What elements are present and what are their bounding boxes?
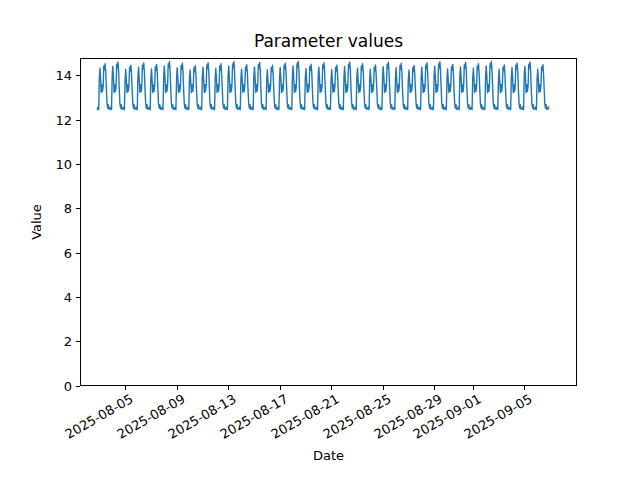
x-tick-mark — [434, 386, 435, 390]
y-tick-label: 2 — [32, 335, 72, 348]
figure: Parameter values 02468101214 2025-08-052… — [0, 0, 640, 480]
y-tick-mark — [76, 253, 80, 254]
x-tick-mark — [228, 386, 229, 390]
y-tick-mark — [76, 75, 80, 76]
x-tick-mark — [177, 386, 178, 390]
y-axis-label: Value — [29, 204, 44, 240]
plot-area — [80, 58, 577, 386]
y-tick-mark — [76, 341, 80, 342]
y-tick-label: 6 — [32, 247, 72, 260]
x-tick-mark — [331, 386, 332, 390]
x-axis-label: Date — [80, 448, 577, 463]
y-tick-mark — [76, 386, 80, 387]
x-tick-mark — [473, 386, 474, 390]
y-tick-label: 0 — [32, 380, 72, 393]
x-tick-mark — [280, 386, 281, 390]
y-tick-label: 12 — [32, 114, 72, 127]
x-tick-mark — [125, 386, 126, 390]
y-tick-mark — [76, 164, 80, 165]
y-tick-label: 14 — [32, 69, 72, 82]
y-tick-label: 10 — [32, 158, 72, 171]
x-tick-mark — [383, 386, 384, 390]
y-tick-mark — [76, 297, 80, 298]
chart-title: Parameter values — [80, 31, 577, 51]
y-tick-mark — [76, 120, 80, 121]
x-tick-mark — [524, 386, 525, 390]
y-tick-mark — [76, 208, 80, 209]
y-tick-label: 4 — [32, 291, 72, 304]
